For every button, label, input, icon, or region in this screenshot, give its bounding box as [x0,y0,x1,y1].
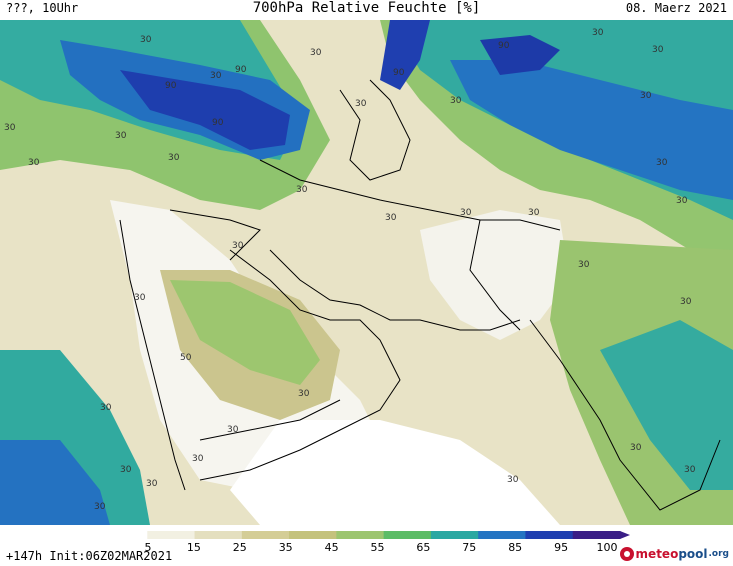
logo-text-meteo: meteo [635,547,679,561]
init-time-label: +147h Init:06Z02MAR2021 [6,549,173,563]
humidity-field-blue-sw [0,440,110,525]
map-header: ???, 10Uhr 700hPa Relative Feuchte [%] 0… [0,0,733,20]
contour-label: 90 [165,81,177,91]
contour-label: 90 [235,65,247,75]
contour-label: 30 [450,96,462,106]
contour-label: 30 [28,158,40,168]
colorbar-label: 65 [416,541,431,554]
contour-label: 30 [385,213,397,223]
logo-text-pool: pool [678,547,708,561]
colorbar-label: 95 [554,541,569,554]
forecast-time-label: ???, 10Uhr [6,1,79,15]
contour-label: 50 [180,353,192,363]
meteopool-logo: meteo pool .org [619,545,729,563]
colorbar-label: 25 [232,541,247,554]
borders-layer [119,79,721,511]
colorbar-swatch [383,531,432,539]
contour-label: 30 [680,297,692,307]
forecast-date-label: 08. Maerz 2021 [625,1,727,15]
contour-label: 90 [498,41,510,51]
contour-label: 30 [640,91,652,101]
humidity-field-darkblue-nw [120,70,290,150]
contour-label: 30 [578,260,590,270]
coastline-arabia-east [199,249,401,481]
meteopool-logo-icon [619,547,634,561]
colorbar-label: 35 [278,541,293,554]
contour-label: 30 [684,465,696,475]
colorbar-swatch [525,531,574,539]
border-iran-east [469,219,521,331]
map-title: 700hPa Relative Feuchte [%] [252,0,481,16]
colorbar-swatch [430,531,479,539]
contour-label: 30 [676,196,688,206]
contour-labels: 30 30 90 30 90 90 30 90 90 30 30 30 30 3… [4,28,696,512]
contour-label: 30 [460,208,472,218]
colorbar [0,525,733,566]
contour-label: 30 [192,454,204,464]
colorbar-label: 100 [596,541,618,554]
colorbar-swatch [289,531,337,539]
contour-label: 30 [507,475,519,485]
colorbar-label: 85 [508,541,523,554]
contour-label: 30 [168,153,180,163]
humidity-field-teal-india [600,320,733,490]
colorbar-label: 55 [370,541,385,554]
contour-label: 30 [210,71,222,81]
humidity-field-dry-sea [230,420,560,525]
colorbar-label: 45 [324,541,339,554]
contour-label: 30 [115,131,127,141]
contour-label: 30 [656,158,668,168]
colorbar-swatch [194,531,243,539]
contour-label: 30 [630,443,642,453]
colorbar-swatches [100,531,630,539]
contour-label: 30 [310,48,322,58]
contour-label: 30 [4,123,16,133]
border-saudi [169,209,261,261]
contour-label: 30 [232,241,244,251]
colorbar-label: 75 [462,541,477,554]
coastline-red-sea [119,219,186,491]
humidity-map: 30 30 90 30 90 90 30 90 90 30 30 30 30 3… [0,20,733,525]
contour-label: 30 [652,45,664,55]
contour-label: 90 [393,68,405,78]
colorbar-label: 5 [144,541,152,554]
contour-label: 30 [140,35,152,45]
humidity-field-dry-iran [420,210,570,340]
coastline-caspian [339,79,411,181]
logo-text-org: .org [708,549,729,559]
colorbar-label: 15 [186,541,201,554]
contour-label: 30 [227,425,239,435]
colorbar-swatch [241,531,290,539]
contour-label: 30 [100,403,112,413]
contour-label: 30 [592,28,604,38]
contour-label: 90 [212,118,224,128]
colorbar-swatch [336,531,385,539]
border-north [259,159,561,231]
contour-label: 30 [528,208,540,218]
colorbar-end-arrow [620,531,630,539]
contour-label: 30 [146,479,158,489]
colorbar-swatch [147,531,196,539]
contour-label: 30 [120,465,132,475]
border-yemen [199,399,341,441]
contour-label: 30 [355,99,367,109]
contour-label: 30 [94,502,106,512]
humidity-field-blue-ne [450,60,733,200]
coastline-india [529,319,721,511]
humidity-field-darkblue-ne [480,35,560,75]
colorbar-swatch [572,531,621,539]
humidity-field-darkblue-n [380,20,430,90]
coastline-persian-gulf [269,249,521,331]
humidity-field-green-arabia [170,280,320,385]
contour-label: 30 [296,185,308,195]
contour-label: 30 [134,293,146,303]
contour-label: 30 [298,389,310,399]
colorbar-swatch [478,531,526,539]
colorbar-swatch [100,531,148,539]
